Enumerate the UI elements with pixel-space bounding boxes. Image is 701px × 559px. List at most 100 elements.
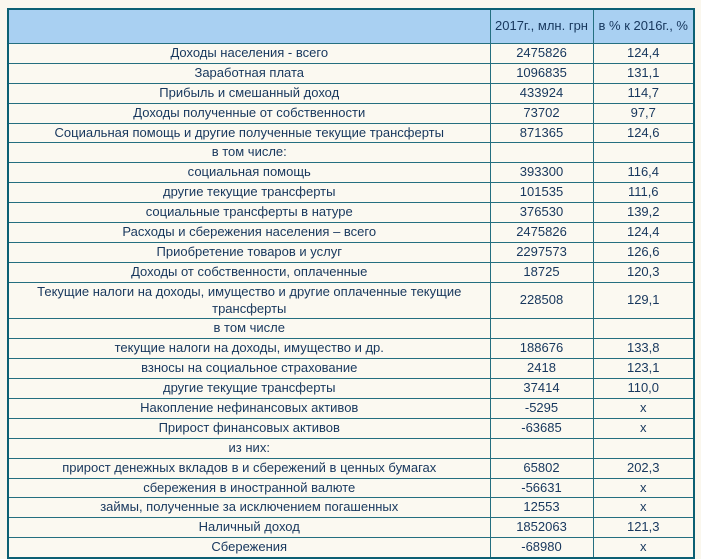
row-label: в том числе: xyxy=(7,142,491,164)
table-row: Прибыль и смешанный доход 433924 114,7 xyxy=(7,82,695,104)
row-percent: 121,3 xyxy=(592,517,695,539)
row-label: Наличный доход xyxy=(7,517,491,539)
row-value: 188676 xyxy=(489,338,594,360)
table-row: сбережения в иностранной валюте -56631 х xyxy=(7,477,695,499)
row-value: 376530 xyxy=(489,202,594,224)
row-percent: 124,4 xyxy=(592,222,695,243)
row-label: Накопление нефинансовых активов xyxy=(7,398,491,419)
row-label: Расходы и сбережения населения – всего xyxy=(7,222,491,243)
row-label: сбережения в иностранной валюте xyxy=(7,477,491,499)
header-indicator xyxy=(7,8,491,44)
row-percent: 114,7 xyxy=(592,82,695,104)
row-value: 65802 xyxy=(489,457,594,479)
row-label: Доходы полученные от собственности xyxy=(7,102,491,124)
page: 2017г., млн. грн в % к 2016г., % Доходы … xyxy=(7,8,695,559)
table-row: из них: xyxy=(7,437,695,459)
row-label: Доходы населения - всего xyxy=(7,43,491,64)
table-row: в том числе: xyxy=(7,142,695,164)
table-row: Приобретение товаров и услуг 2297573 126… xyxy=(7,241,695,263)
row-percent: 111,6 xyxy=(592,182,695,204)
row-value: 393300 xyxy=(489,162,594,184)
table-row: Доходы населения - всего 2475826 124,4 xyxy=(7,43,695,64)
row-label: прирост денежных вкладов в и сбережений … xyxy=(7,457,491,479)
row-percent: 131,1 xyxy=(592,62,695,84)
row-percent: 116,4 xyxy=(592,162,695,184)
row-value: -5295 xyxy=(489,398,594,419)
row-value: 228508 xyxy=(489,281,594,320)
row-value xyxy=(489,318,594,340)
row-percent: 202,3 xyxy=(592,457,695,479)
header-row: 2017г., млн. грн в % к 2016г., % xyxy=(7,8,695,44)
row-value: 1096835 xyxy=(489,62,594,84)
table-body: Доходы населения - всего 2475826 124,4 З… xyxy=(7,43,695,559)
row-label: из них: xyxy=(7,437,491,459)
row-percent: 110,0 xyxy=(592,378,695,400)
row-label: Прирост финансовых активов xyxy=(7,417,491,439)
row-percent xyxy=(592,318,695,340)
table-row: социальная помощь 393300 116,4 xyxy=(7,162,695,184)
row-value: 101535 xyxy=(489,182,594,204)
row-label: Сбережения xyxy=(7,537,491,559)
table-row: другие текущие трансферты 101535 111,6 xyxy=(7,182,695,204)
row-percent: 124,4 xyxy=(592,43,695,64)
row-label: социальные трансферты в натуре xyxy=(7,202,491,224)
row-label: социальная помощь xyxy=(7,162,491,184)
table-row: в том числе xyxy=(7,318,695,340)
row-percent xyxy=(592,142,695,164)
row-percent: х xyxy=(592,417,695,439)
row-value: -63685 xyxy=(489,417,594,439)
row-value: 871365 xyxy=(489,122,594,144)
row-label: Текущие налоги на доходы, имущество и др… xyxy=(7,281,491,320)
row-value: 18725 xyxy=(489,261,594,283)
row-label: взносы на социальное страхование xyxy=(7,358,491,380)
row-percent: 133,8 xyxy=(592,338,695,360)
income-expenditure-table: 2017г., млн. грн в % к 2016г., % Доходы … xyxy=(7,8,695,559)
row-value: 12553 xyxy=(489,497,594,519)
row-value xyxy=(489,142,594,164)
row-percent: х xyxy=(592,497,695,519)
row-percent: 123,1 xyxy=(592,358,695,380)
row-label: Социальная помощь и другие полученные те… xyxy=(7,122,491,144)
row-value: 2475826 xyxy=(489,222,594,243)
row-label: в том числе xyxy=(7,318,491,340)
row-percent: 120,3 xyxy=(592,261,695,283)
table-row: займы, полученные за исключением погашен… xyxy=(7,497,695,519)
row-label: Заработная плата xyxy=(7,62,491,84)
table-row: Накопление нефинансовых активов -5295 х xyxy=(7,398,695,419)
table-row: социальные трансферты в натуре 376530 13… xyxy=(7,202,695,224)
row-label: Прибыль и смешанный доход xyxy=(7,82,491,104)
row-label: другие текущие трансферты xyxy=(7,378,491,400)
row-percent: 97,7 xyxy=(592,102,695,124)
row-value xyxy=(489,437,594,459)
table-row: Прирост финансовых активов -63685 х xyxy=(7,417,695,439)
row-percent: 126,6 xyxy=(592,241,695,263)
row-percent: х xyxy=(592,398,695,419)
row-percent: х xyxy=(592,477,695,499)
row-value: 2475826 xyxy=(489,43,594,64)
row-value: 2418 xyxy=(489,358,594,380)
header-percent-2016: в % к 2016г., % xyxy=(592,8,695,44)
table-row: Социальная помощь и другие полученные те… xyxy=(7,122,695,144)
row-percent: 129,1 xyxy=(592,281,695,320)
table-row: прирост денежных вкладов в и сбережений … xyxy=(7,457,695,479)
table-row: Доходы полученные от собственности 73702… xyxy=(7,102,695,124)
table-row: другие текущие трансферты 37414 110,0 xyxy=(7,378,695,400)
row-label: займы, полученные за исключением погашен… xyxy=(7,497,491,519)
row-value: 37414 xyxy=(489,378,594,400)
row-percent: 124,6 xyxy=(592,122,695,144)
row-percent xyxy=(592,437,695,459)
table-header: 2017г., млн. грн в % к 2016г., % xyxy=(7,8,695,44)
table-row: взносы на социальное страхование 2418 12… xyxy=(7,358,695,380)
table-row: Сбережения -68980 х xyxy=(7,537,695,559)
row-value: 73702 xyxy=(489,102,594,124)
header-value-2017: 2017г., млн. грн xyxy=(489,8,594,44)
row-label: Доходы от собственности, оплаченные xyxy=(7,261,491,283)
row-label: Приобретение товаров и услуг xyxy=(7,241,491,263)
row-percent: х xyxy=(592,537,695,559)
table-row: текущие налоги на доходы, имущество и др… xyxy=(7,338,695,360)
row-value: 433924 xyxy=(489,82,594,104)
table-row: Доходы от собственности, оплаченные 1872… xyxy=(7,261,695,283)
row-percent: 139,2 xyxy=(592,202,695,224)
row-label: текущие налоги на доходы, имущество и др… xyxy=(7,338,491,360)
row-value: 2297573 xyxy=(489,241,594,263)
